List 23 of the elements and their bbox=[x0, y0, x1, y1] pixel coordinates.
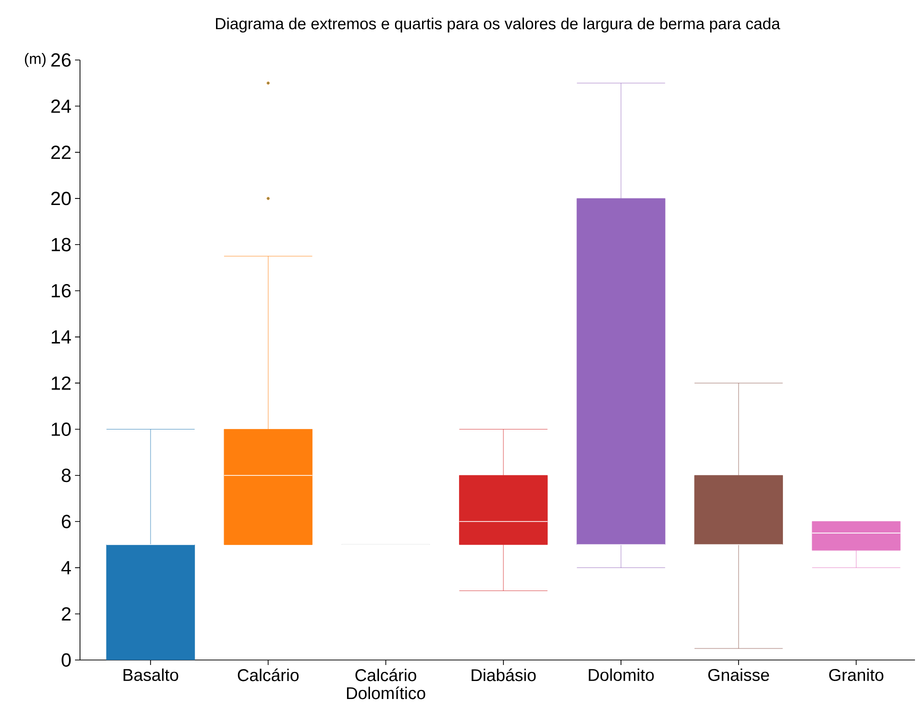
x-tick-label: Dolomito bbox=[588, 668, 654, 682]
y-tick-label: 10 bbox=[52, 422, 71, 436]
y-tick-label: 0 bbox=[62, 653, 71, 667]
y-tick-label: 16 bbox=[52, 284, 71, 298]
chart-title: Diagrama de extremos e quartis para os valores de largura de berma para cada bbox=[216, 18, 780, 32]
x-tick-label: Diabásio bbox=[472, 668, 536, 682]
y-axis-title: (m) bbox=[24, 53, 46, 67]
x-tick-label: Gnaisse bbox=[708, 668, 770, 682]
y-tick-label: 2 bbox=[62, 607, 71, 620]
x-tick-label: Calcário Dolomítico bbox=[347, 668, 426, 700]
y-tick-label: 20 bbox=[51, 192, 71, 206]
y-tick-label: 22 bbox=[51, 146, 71, 159]
y-tick-label: 4 bbox=[61, 561, 71, 574]
x-tick-label: Granito bbox=[829, 668, 884, 682]
x-tick-label: Calcário bbox=[238, 668, 299, 682]
x-tick-label: Basalto bbox=[124, 668, 178, 682]
y-tick-label: 14 bbox=[52, 330, 71, 344]
y-tick-label: 12 bbox=[52, 376, 71, 390]
y-tick-label: 8 bbox=[62, 468, 71, 482]
y-tick-label: 18 bbox=[52, 238, 71, 252]
y-tick-label: 26 bbox=[51, 53, 71, 67]
y-tick-label: 6 bbox=[62, 514, 71, 528]
y-tick-label: 24 bbox=[51, 100, 71, 113]
